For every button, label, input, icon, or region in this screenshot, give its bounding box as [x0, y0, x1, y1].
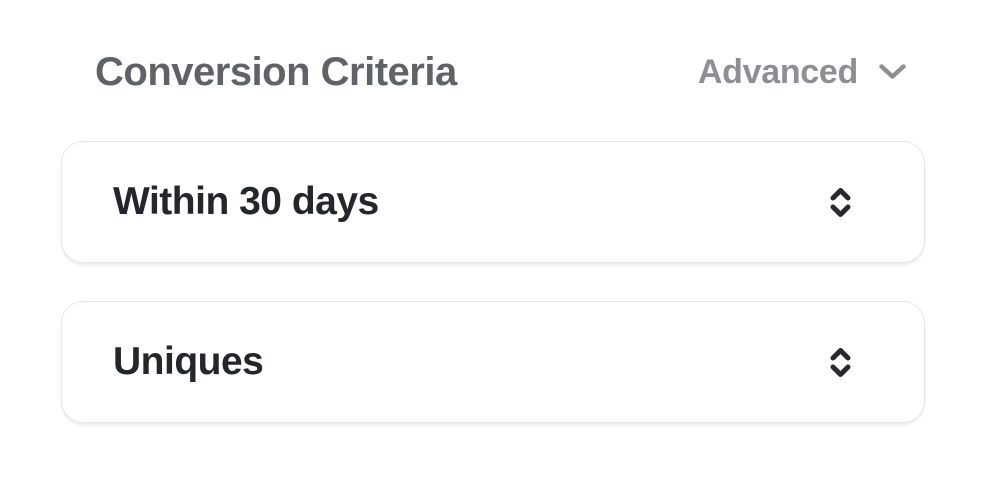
page-title: Conversion Criteria: [95, 50, 457, 94]
select-conversion-window[interactable]: Within 30 days: [61, 141, 925, 263]
select-conversion-window-value: Within 30 days: [113, 180, 379, 223]
up-down-chevron-icon: [830, 187, 851, 218]
conversion-criteria-header: Conversion Criteria Advanced: [95, 52, 906, 92]
advanced-toggle-button[interactable]: Advanced: [698, 54, 906, 90]
up-down-chevron-icon: [830, 347, 851, 378]
select-conversion-counting[interactable]: Uniques: [61, 301, 925, 423]
advanced-toggle-label: Advanced: [697, 53, 858, 91]
select-conversion-counting-value: Uniques: [113, 340, 264, 383]
conversion-criteria-selectors: Within 30 days Uniques: [61, 141, 925, 423]
chevron-down-icon: [879, 64, 906, 80]
